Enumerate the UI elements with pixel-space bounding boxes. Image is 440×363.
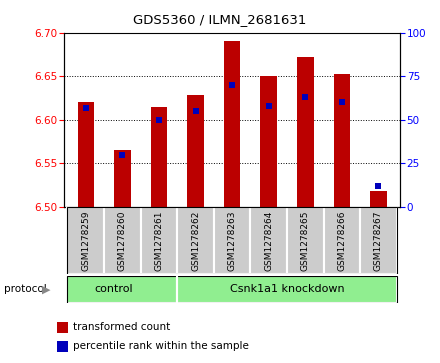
- Bar: [287, 207, 323, 274]
- Bar: [360, 207, 397, 274]
- Bar: [214, 207, 250, 274]
- Bar: [177, 207, 214, 274]
- Bar: [67, 276, 177, 303]
- Bar: [250, 207, 287, 274]
- Bar: [177, 276, 397, 303]
- Bar: [334, 74, 350, 207]
- Text: control: control: [94, 285, 132, 294]
- Bar: [370, 191, 387, 207]
- Bar: [77, 102, 94, 207]
- Bar: [67, 207, 104, 274]
- Bar: [323, 207, 360, 274]
- Bar: [187, 95, 204, 207]
- Text: GSM1278262: GSM1278262: [191, 210, 200, 271]
- Text: ▶: ▶: [42, 285, 50, 294]
- Text: protocol: protocol: [4, 285, 47, 294]
- Text: Csnk1a1 knockdown: Csnk1a1 knockdown: [230, 285, 344, 294]
- Text: GSM1278260: GSM1278260: [118, 210, 127, 271]
- Text: GSM1278261: GSM1278261: [154, 210, 163, 271]
- Bar: [150, 107, 167, 207]
- Text: percentile rank within the sample: percentile rank within the sample: [73, 341, 249, 351]
- Bar: [224, 41, 240, 207]
- Text: GSM1278266: GSM1278266: [337, 210, 346, 271]
- Text: transformed count: transformed count: [73, 322, 170, 333]
- Bar: [104, 207, 141, 274]
- Text: GSM1278264: GSM1278264: [264, 210, 273, 271]
- Text: GSM1278259: GSM1278259: [81, 210, 90, 271]
- Text: GSM1278267: GSM1278267: [374, 210, 383, 271]
- Text: GSM1278263: GSM1278263: [227, 210, 237, 271]
- Bar: [114, 150, 131, 207]
- Bar: [260, 76, 277, 207]
- Bar: [141, 207, 177, 274]
- Text: GDS5360 / ILMN_2681631: GDS5360 / ILMN_2681631: [133, 13, 307, 26]
- Text: GSM1278265: GSM1278265: [301, 210, 310, 271]
- Bar: [297, 57, 314, 207]
